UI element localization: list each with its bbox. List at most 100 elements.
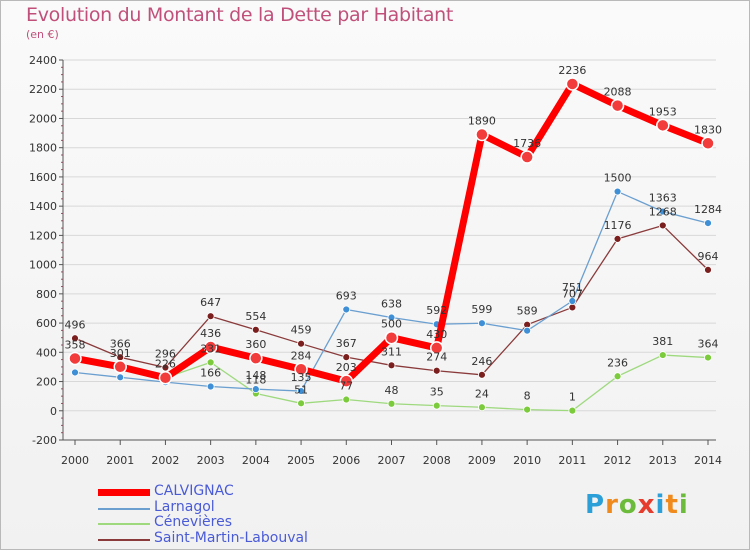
chart-unit: (en €) xyxy=(26,28,59,41)
chart-title: Evolution du Montant de la Dette par Hab… xyxy=(26,4,454,26)
data-point xyxy=(613,234,622,243)
data-point xyxy=(429,341,444,355)
data-label: 35 xyxy=(430,386,444,399)
data-point xyxy=(387,313,396,322)
x-tick-label: 2000 xyxy=(61,454,89,467)
data-point xyxy=(432,366,441,375)
x-tick-label: 2003 xyxy=(197,454,225,467)
y-tick-label: 2400 xyxy=(29,54,57,67)
data-point xyxy=(565,77,580,91)
data-label: 1953 xyxy=(649,105,677,118)
data-point xyxy=(478,370,486,379)
data-label: 203 xyxy=(336,361,357,374)
data-label: 1890 xyxy=(468,115,496,128)
legend-swatch xyxy=(98,538,150,541)
data-label: 1736 xyxy=(513,137,541,150)
data-point xyxy=(704,219,712,228)
y-tick-label: 1400 xyxy=(29,200,57,213)
data-label: 226 xyxy=(155,358,176,371)
data-point xyxy=(658,351,667,359)
x-tick-label: 2007 xyxy=(378,454,406,467)
y-tick-label: 2000 xyxy=(29,112,57,125)
logo-letter: P xyxy=(585,490,606,520)
data-label: 589 xyxy=(517,305,538,318)
data-point xyxy=(704,353,712,362)
data-label: 1500 xyxy=(604,172,632,185)
data-point xyxy=(113,360,127,374)
data-point xyxy=(523,326,532,335)
data-label: 166 xyxy=(200,367,221,380)
x-tick-label: 2002 xyxy=(151,454,179,467)
data-point xyxy=(297,399,305,408)
data-point xyxy=(68,351,82,366)
logo-letter: o xyxy=(618,490,638,520)
data-label: 459 xyxy=(291,324,312,337)
data-point xyxy=(249,351,263,365)
data-label: 707 xyxy=(562,287,583,300)
data-point xyxy=(701,136,715,151)
x-tick-label: 2008 xyxy=(423,454,451,467)
data-point xyxy=(613,372,622,381)
data-label: 118 xyxy=(245,374,266,387)
data-label: 24 xyxy=(475,387,489,400)
proxiti-logo: Proxiti xyxy=(585,490,689,520)
data-point xyxy=(206,358,215,367)
data-label: 51 xyxy=(294,383,308,396)
data-label: 496 xyxy=(65,318,86,331)
y-tick-label: 800 xyxy=(36,288,57,301)
data-label: 1830 xyxy=(694,123,722,136)
data-point xyxy=(158,370,173,385)
data-label: 48 xyxy=(385,384,399,397)
data-point xyxy=(613,187,622,196)
y-tick-label: 1800 xyxy=(29,142,57,155)
legend-swatch xyxy=(98,489,150,496)
data-point xyxy=(387,399,396,408)
x-tick-label: 2012 xyxy=(604,454,632,467)
data-point xyxy=(251,385,260,394)
y-tick-label: 2200 xyxy=(29,83,57,96)
data-point xyxy=(206,312,215,321)
y-tick-label: 1200 xyxy=(29,229,57,242)
data-label: 296 xyxy=(155,348,176,361)
data-point xyxy=(478,403,486,412)
data-label: 2236 xyxy=(558,64,586,77)
y-tick-label: 600 xyxy=(36,317,57,330)
legend-swatch xyxy=(98,523,150,525)
data-label: 364 xyxy=(698,338,719,351)
data-point xyxy=(387,361,396,370)
data-point xyxy=(704,265,712,274)
x-tick-label: 2006 xyxy=(332,454,360,467)
data-label: 360 xyxy=(245,338,266,351)
data-point xyxy=(568,303,577,312)
data-label: 1363 xyxy=(649,192,677,205)
data-point xyxy=(432,401,441,410)
data-label: 246 xyxy=(471,355,492,368)
data-point xyxy=(384,330,399,345)
data-label: 381 xyxy=(652,335,673,348)
legend-label: Saint-Martin-Labouval xyxy=(154,529,308,546)
data-label: 8 xyxy=(524,390,531,403)
data-point xyxy=(658,207,667,216)
data-label: 599 xyxy=(471,303,492,316)
data-point xyxy=(610,98,625,113)
data-label: 135 xyxy=(291,371,312,384)
logo-letter: i xyxy=(678,490,689,520)
data-point xyxy=(475,127,489,142)
data-point xyxy=(568,406,577,415)
x-tick-label: 2001 xyxy=(106,454,134,467)
data-point xyxy=(568,297,577,305)
legend-swatch xyxy=(98,507,150,510)
data-point xyxy=(251,325,260,334)
data-label: 1 xyxy=(569,391,576,404)
x-tick-label: 2005 xyxy=(287,454,315,467)
data-label: 592 xyxy=(426,304,447,317)
data-point xyxy=(297,387,305,395)
data-point xyxy=(478,319,486,328)
x-tick-label: 2013 xyxy=(649,454,677,467)
x-tick-label: 2011 xyxy=(558,454,586,467)
data-label: 77 xyxy=(339,380,353,393)
data-point xyxy=(71,334,79,343)
data-point xyxy=(203,340,218,354)
